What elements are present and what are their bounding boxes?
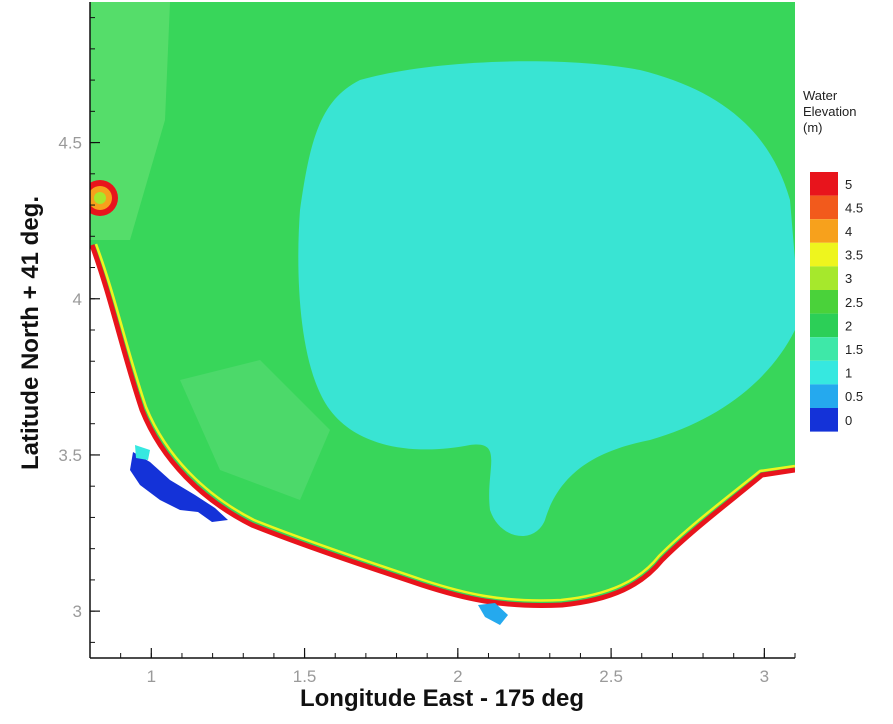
colorbar-swatch: [810, 219, 838, 243]
colorbar-swatch: [810, 266, 838, 290]
hot-spot-inner: [94, 192, 106, 204]
colorbar-label: 1: [845, 366, 852, 381]
colorbar-swatch: [810, 313, 838, 338]
x-tick-label: 2.5: [599, 667, 623, 686]
colorbar-label: 1.5: [845, 342, 863, 357]
colorbar-swatch: [810, 172, 838, 196]
plot-area: [90, 2, 795, 658]
colorbar-title-line-1: Water: [803, 88, 838, 103]
x-tick-label: 3: [760, 667, 769, 686]
y-tick-label: 3: [73, 602, 82, 621]
colorbar-label: 0.5: [845, 389, 863, 404]
colorbar-label: 2.5: [845, 295, 863, 310]
colorbar-title-line-2: Elevation: [803, 104, 856, 119]
colorbar-title-line-3: (m): [803, 120, 823, 135]
y-tick-label: 4.5: [58, 134, 82, 153]
colorbar-swatches: 5 4.5 4 3.5 3 2.5 2 1.5 1 0.5 0: [810, 172, 863, 432]
x-ticks: 1 1.5 2 2.5 3: [89, 648, 796, 686]
y-axis-title: Latitude North + 41 deg.: [17, 196, 44, 470]
colorbar-label: 2: [845, 318, 852, 333]
x-tick-label: 1.5: [293, 667, 317, 686]
colorbar-label: 4.5: [845, 200, 863, 215]
colorbar-label: 3.5: [845, 248, 863, 263]
field-patch-light-2: [180, 360, 330, 500]
colorbar-legend: Water Elevation (m) 5 4.5 4 3.5 3 2.5 2 1.5 1 0.5…: [803, 88, 863, 432]
y-tick-label: 4: [73, 290, 82, 309]
coastal-band-inner: [94, 243, 795, 602]
coastal-band: [90, 244, 795, 608]
field-patch-light: [90, 2, 170, 240]
colorbar-label: 0: [845, 413, 852, 428]
colorbar-swatch: [810, 242, 838, 267]
colorbar-label: 4: [845, 224, 852, 239]
colorbar-swatch: [810, 195, 838, 220]
colorbar-swatch: [810, 384, 838, 408]
bay-blue: [478, 603, 508, 625]
colorbar-swatch: [810, 408, 838, 432]
inlet-cyan: [135, 445, 150, 460]
colorbar-label: 5: [845, 177, 852, 192]
x-tick-label: 2: [453, 667, 462, 686]
x-axis-title: Longitude East - 175 deg: [300, 685, 584, 712]
colorbar-label: 3: [845, 271, 852, 286]
land: [90, 245, 795, 658]
y-tick-label: 3.5: [58, 446, 82, 465]
y-ticks: 3 3.5 4 4.5: [58, 17, 100, 643]
inlet-blue: [130, 452, 228, 522]
colorbar-swatch: [810, 290, 838, 314]
x-tick-label: 1: [147, 667, 156, 686]
colorbar-swatch: [810, 337, 838, 361]
offshore-plateau: [298, 61, 795, 537]
colorbar-swatch: [810, 360, 838, 385]
